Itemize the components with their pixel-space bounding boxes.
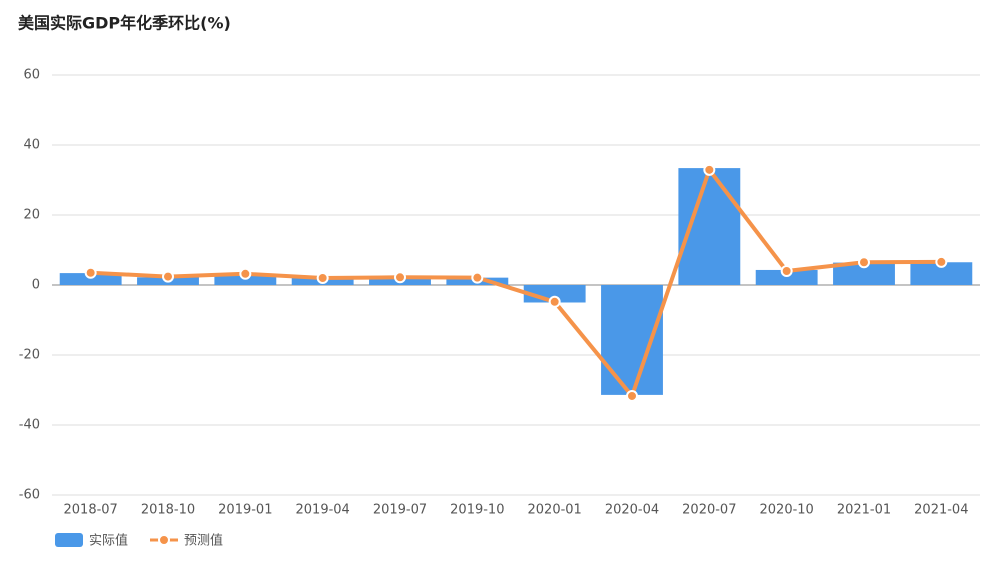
marker <box>626 389 638 402</box>
marker <box>548 295 561 308</box>
chart-title: 美国实际GDP年化季环比(%) <box>18 14 231 33</box>
marker <box>239 267 252 280</box>
x-tick-label: 2020-07 <box>682 503 736 518</box>
marker <box>162 270 174 283</box>
x-tick-label: 2019-07 <box>373 503 427 518</box>
marker <box>780 265 793 277</box>
legend-swatch <box>158 534 170 546</box>
y-tick-label: 20 <box>23 208 40 223</box>
marker <box>935 255 948 268</box>
marker <box>471 271 484 284</box>
x-tick-label: 2020-01 <box>528 503 582 518</box>
y-tick-label: 60 <box>23 68 40 83</box>
x-tick-label: 2020-04 <box>605 503 659 518</box>
marker <box>316 272 329 284</box>
marker <box>84 266 97 279</box>
bar <box>59 273 122 285</box>
marker <box>394 271 406 284</box>
y-tick-label: -60 <box>19 488 40 503</box>
y-tick-label: 0 <box>32 278 40 293</box>
bar <box>678 168 741 285</box>
legend-label: 预测值 <box>184 533 223 549</box>
bar <box>910 262 973 285</box>
y-tick-label: -40 <box>19 418 40 433</box>
legend-label: 实际值 <box>89 533 128 549</box>
bar <box>833 262 895 285</box>
marker <box>703 163 716 176</box>
x-tick-label: 2020-10 <box>760 503 814 518</box>
x-tick-label: 2018-10 <box>141 503 195 518</box>
y-tick-label: -20 <box>19 348 40 363</box>
x-tick-label: 2019-10 <box>450 503 504 518</box>
x-tick-label: 2021-04 <box>914 503 968 518</box>
line <box>90 167 942 398</box>
bar <box>755 269 818 285</box>
x-tick-label: 2021-01 <box>837 503 891 518</box>
x-tick-label: 2019-01 <box>218 503 272 518</box>
y-tick-label: 40 <box>23 138 40 153</box>
x-tick-label: 2018-07 <box>64 503 118 518</box>
bar <box>601 285 663 395</box>
marker <box>858 256 870 269</box>
x-tick-label: 2019-04 <box>296 503 350 518</box>
legend-swatch <box>55 533 83 547</box>
